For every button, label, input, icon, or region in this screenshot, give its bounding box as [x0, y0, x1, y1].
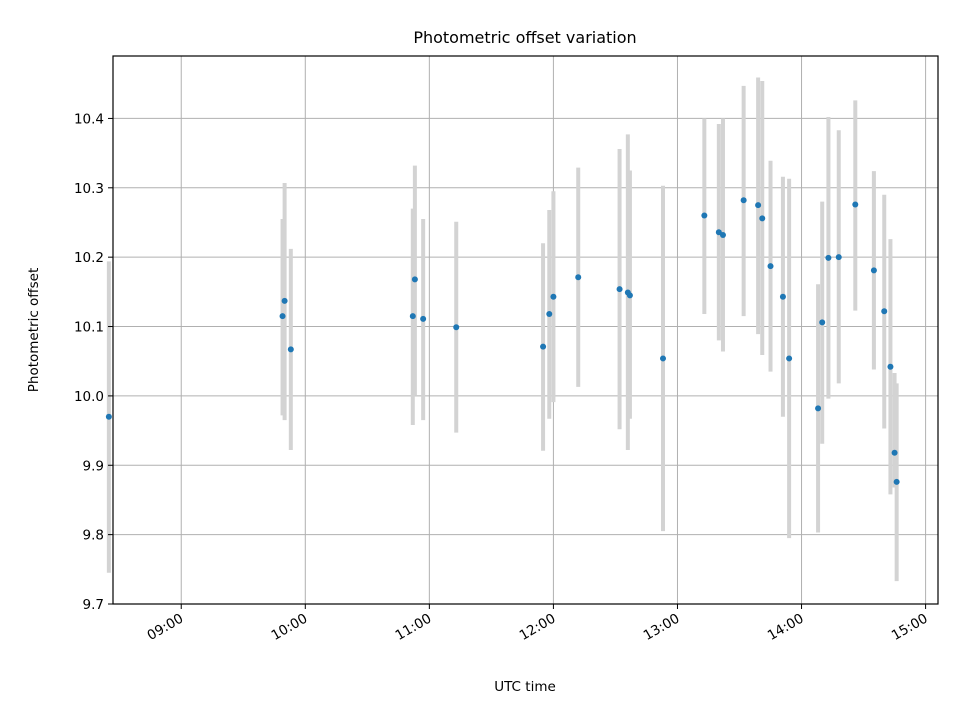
data-point: [550, 293, 557, 300]
data-point: [105, 413, 112, 420]
data-point: [740, 197, 747, 204]
data-point: [779, 293, 786, 300]
plot-frame: [112, 55, 939, 605]
data-point: [815, 405, 822, 412]
data-point: [660, 355, 666, 362]
data-point: [701, 212, 708, 219]
y-axis-label: Photometric offset: [26, 268, 42, 392]
y-tick-label: 9.9: [83, 458, 104, 474]
data-point: [626, 292, 633, 299]
y-tick-label: 10.3: [74, 181, 104, 197]
data-points: [105, 197, 900, 485]
data-point: [411, 276, 418, 283]
data-point: [279, 313, 286, 320]
data-point: [881, 308, 888, 315]
data-point: [420, 315, 427, 322]
data-point: [755, 202, 762, 209]
grid-lines: [113, 56, 938, 605]
data-point: [287, 346, 294, 353]
y-tick-label: 10.2: [74, 250, 104, 266]
chart-title: Photometric offset variation: [413, 28, 636, 47]
x-axis-label: UTC time: [494, 679, 556, 695]
data-point: [453, 324, 460, 331]
data-point: [819, 319, 826, 326]
data-point: [852, 201, 859, 208]
data-point: [786, 355, 793, 362]
y-tick-label: 10.0: [74, 389, 104, 405]
y-tick-label: 10.1: [74, 320, 104, 336]
data-point: [281, 297, 288, 304]
data-point: [719, 231, 726, 238]
data-point: [887, 363, 894, 370]
y-tick-label: 9.7: [83, 597, 104, 613]
y-tick-label: 10.4: [74, 111, 104, 127]
data-point: [546, 311, 553, 318]
data-point: [825, 254, 832, 261]
data-point: [893, 478, 900, 485]
data-point: [759, 215, 766, 222]
y-tick-label: 9.8: [83, 528, 104, 544]
data-point: [870, 267, 877, 274]
data-point: [409, 313, 416, 320]
data-point: [540, 343, 547, 350]
y-axis-ticks: 9.7 9.8 9.9 10.0 10.1 10.2 10.3 10.4: [74, 111, 113, 613]
data-point: [616, 286, 623, 293]
data-point: [835, 254, 842, 261]
data-point: [891, 449, 898, 456]
data-point: [575, 274, 582, 281]
data-point: [767, 263, 774, 270]
